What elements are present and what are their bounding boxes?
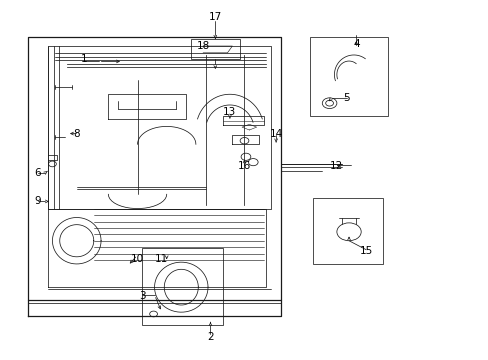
Text: 12: 12 [329,161,343,171]
Text: 17: 17 [208,13,222,22]
Text: 6: 6 [35,168,41,178]
Text: 4: 4 [352,39,359,49]
Text: 5: 5 [343,93,349,103]
Text: 11: 11 [155,253,168,264]
Bar [312,198,382,264]
Text: 10: 10 [131,253,144,264]
Bar [191,39,239,59]
Bar [309,37,387,116]
Text: 1: 1 [81,54,87,64]
Text: 2: 2 [207,332,213,342]
Text: 13: 13 [223,107,236,117]
Text: 18: 18 [196,41,209,51]
Text: 8: 8 [73,129,80,139]
Text: 15: 15 [359,247,372,256]
Bar [142,248,222,325]
Text: 14: 14 [269,129,282,139]
Text: 3: 3 [139,291,145,301]
Text: 9: 9 [35,197,41,206]
Text: 16: 16 [237,161,251,171]
